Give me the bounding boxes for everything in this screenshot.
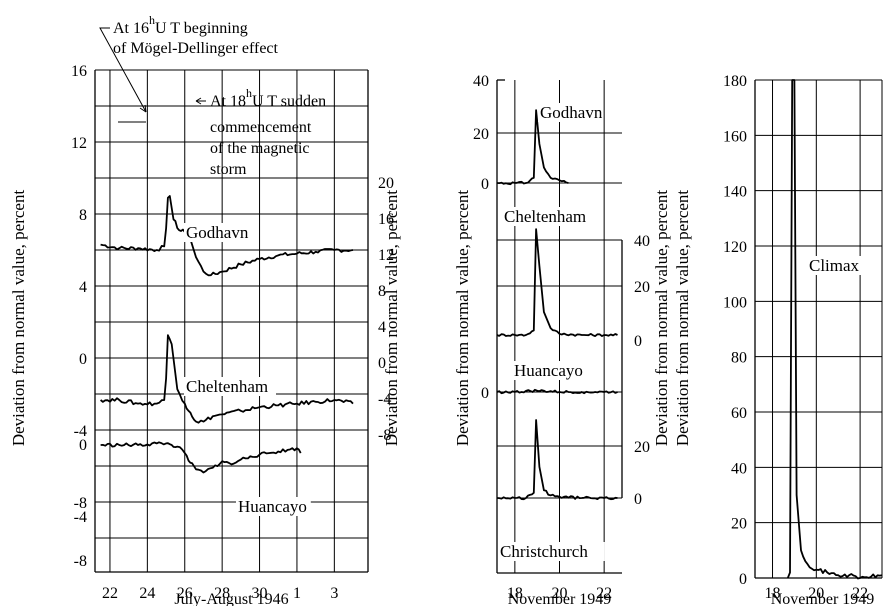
left-tick-12-1: 12	[71, 135, 87, 152]
y-axis-title-right: Deviation from normal value, percent	[652, 190, 671, 447]
right-tick-0b: 0	[634, 491, 642, 508]
x-tick-3-6: 3	[330, 585, 338, 602]
left-tick-4-3: 4	[79, 279, 87, 296]
y-axis-title-right: Deviation from normal value, percent	[382, 190, 401, 447]
x-tick-28-3: 28	[214, 585, 230, 602]
series-line-cheltenham	[100, 334, 354, 424]
right-tick-12-2: 12	[378, 247, 394, 264]
series-label-christchurch: Christchurch	[500, 542, 588, 561]
x-axis-title: November 1949	[771, 591, 875, 606]
annotation-2-line-1: At 18hU T sudden	[210, 86, 326, 110]
y-axis-title-left: Deviation from normal value, percent	[453, 190, 472, 447]
right-tick-20-0: 20	[378, 175, 394, 192]
right-tick-0: 0	[634, 333, 642, 350]
left-tick-huancayo-0: 0	[79, 437, 87, 454]
y-tick-180: 180	[723, 73, 747, 90]
y-axis-title: Deviation from normal value, percent	[673, 190, 692, 447]
left-tick-0: 0	[481, 176, 489, 193]
x-tick-18: 18	[507, 585, 523, 602]
x-tick-24-1: 24	[139, 585, 155, 602]
left-tick-huancayo-0: 0	[481, 385, 489, 402]
y-axis-title-left: Deviation from normal value, percent	[9, 190, 28, 447]
x-tick-22: 22	[852, 585, 868, 602]
y-tick-140: 140	[723, 184, 747, 201]
left-tick-huancayo-minus8: -8	[74, 553, 87, 570]
series-line-godhavn	[100, 195, 354, 277]
left-tick-8-2: 8	[79, 207, 87, 224]
series-line-climax	[786, 79, 883, 580]
right-tick-40: 40	[634, 233, 650, 250]
left-tick-4-5: -4	[74, 423, 87, 440]
annotation-2-arrowhead	[195, 97, 202, 105]
y-tick-20: 20	[731, 516, 747, 533]
series-label-huancayo: Huancayo	[514, 361, 583, 380]
right-tick-8-3: 8	[378, 283, 386, 300]
right-tick-8-7: -8	[378, 427, 391, 444]
series-label-cheltenham: Cheltenham	[504, 207, 586, 226]
right-tick-16-1: 16	[378, 211, 394, 228]
series-label-bg-christchurch	[498, 542, 605, 561]
series-label-godhavn: Godhavn	[186, 223, 249, 242]
y-tick-100: 100	[723, 294, 747, 311]
annotation-2-line-3: of the magnetic	[210, 140, 310, 157]
annotation-1-line-1-tail: U T beginning	[155, 20, 248, 37]
x-tick-30-4: 30	[252, 585, 268, 602]
x-axis-title: July-August 1946	[174, 591, 288, 606]
right-tick-0-5: 0	[378, 355, 386, 372]
y-tick-80: 80	[731, 350, 747, 367]
x-tick-22: 22	[596, 585, 612, 602]
x-tick-18: 18	[765, 585, 781, 602]
right-tick-20: 20	[634, 279, 650, 296]
x-tick-22-0: 22	[102, 585, 118, 602]
y-tick-160: 160	[723, 128, 747, 145]
annotation-2-sup: h	[246, 86, 252, 100]
left-tick-0-4: 0	[79, 351, 87, 368]
series-line-christchurch	[496, 419, 618, 501]
series-label-huancayo: Huancayo	[238, 497, 307, 516]
y-tick-60: 60	[731, 405, 747, 422]
annotation-1-line-1: At 16hU T beginning	[113, 13, 248, 37]
left-tick-16-0: 16	[71, 63, 87, 80]
x-tick-1-5: 1	[293, 585, 301, 602]
left-tick-20: 20	[473, 126, 489, 143]
annotation-1-line-2: of Mögel-Dellinger effect	[113, 40, 279, 57]
y-tick-120: 120	[723, 239, 747, 256]
series-label-bg-huancayo	[236, 497, 311, 516]
x-tick-20: 20	[552, 585, 568, 602]
series-label-bg-godhavn	[538, 103, 603, 122]
series-label-bg-huancayo	[512, 361, 586, 380]
annotation-2-line-1-tail: U T sudden	[252, 93, 326, 110]
annotation-1-sup: h	[149, 13, 155, 27]
series-label-bg-climax	[806, 256, 862, 275]
y-tick-0: 0	[739, 571, 747, 588]
right-tick-20b: 20	[634, 439, 650, 456]
left-tick-huancayo-minus4: -4	[74, 509, 87, 526]
left-tick-8-6: -8	[74, 495, 87, 512]
annotation-1-arrowhead	[139, 104, 147, 113]
series-line-godhavn	[496, 109, 569, 186]
right-tick-4-6: -4	[378, 391, 391, 408]
annotation-1-arrow	[99, 27, 147, 113]
annotation-2-line-2: commencement	[210, 119, 312, 136]
x-tick-20: 20	[808, 585, 824, 602]
series-line-huancayo	[100, 441, 302, 474]
right-tick-4-4: 4	[378, 319, 386, 336]
x-axis-title: November 1949	[508, 591, 612, 606]
series-label-bg-godhavn	[184, 223, 251, 242]
series-label-godhavn: Godhavn	[540, 103, 603, 122]
series-label-bg-cheltenham	[502, 207, 592, 226]
series-label-bg-cheltenham	[184, 377, 276, 396]
series-line-cheltenham	[496, 228, 618, 337]
series-label-climax: Climax	[809, 256, 860, 275]
y-tick-40: 40	[731, 460, 747, 477]
left-tick-40: 40	[473, 73, 489, 90]
annotation-2-line-4: storm	[210, 161, 247, 178]
series-line-huancayo	[496, 388, 618, 395]
series-label-cheltenham: Cheltenham	[186, 377, 268, 396]
x-tick-26-2: 26	[177, 585, 193, 602]
